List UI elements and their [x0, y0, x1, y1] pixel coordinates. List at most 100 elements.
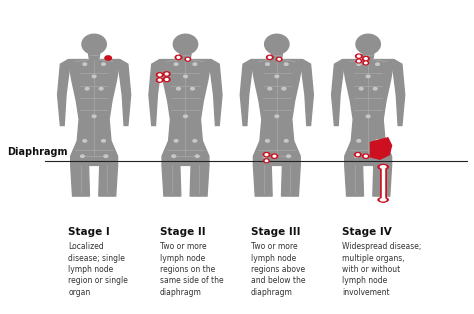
Circle shape: [366, 75, 370, 78]
Ellipse shape: [264, 34, 289, 54]
Circle shape: [357, 55, 360, 57]
Circle shape: [276, 57, 282, 61]
Circle shape: [266, 55, 273, 60]
Circle shape: [365, 155, 367, 157]
Circle shape: [92, 115, 96, 117]
Circle shape: [101, 140, 105, 142]
Circle shape: [278, 58, 280, 60]
Circle shape: [357, 140, 361, 142]
Circle shape: [365, 58, 367, 60]
Circle shape: [374, 88, 377, 90]
Circle shape: [356, 59, 362, 63]
Circle shape: [99, 88, 103, 90]
Circle shape: [378, 155, 382, 157]
Circle shape: [83, 63, 87, 65]
Circle shape: [376, 140, 379, 142]
Polygon shape: [162, 165, 181, 196]
Circle shape: [175, 55, 182, 60]
Circle shape: [275, 115, 279, 117]
Circle shape: [174, 140, 178, 142]
Ellipse shape: [380, 166, 386, 168]
Circle shape: [268, 88, 272, 90]
Text: Widespread disease;
multiple organs,
with or without
lymph node
involvement: Widespread disease; multiple organs, wit…: [342, 242, 422, 297]
Circle shape: [101, 63, 105, 65]
Circle shape: [164, 72, 170, 76]
Polygon shape: [254, 165, 272, 196]
Circle shape: [158, 79, 161, 81]
Circle shape: [183, 75, 187, 78]
Polygon shape: [392, 60, 405, 126]
Circle shape: [284, 63, 288, 65]
Circle shape: [365, 62, 367, 64]
Circle shape: [191, 88, 194, 90]
Circle shape: [105, 56, 111, 60]
Polygon shape: [210, 60, 222, 126]
Circle shape: [177, 88, 180, 90]
Polygon shape: [68, 60, 120, 165]
Circle shape: [363, 154, 369, 158]
Polygon shape: [180, 53, 191, 60]
Circle shape: [363, 57, 369, 61]
Circle shape: [165, 78, 168, 80]
Text: Stage III: Stage III: [251, 227, 301, 237]
Circle shape: [156, 73, 163, 77]
Circle shape: [268, 57, 271, 58]
Polygon shape: [118, 60, 131, 126]
Text: Stage I: Stage I: [68, 227, 110, 237]
Circle shape: [355, 153, 361, 157]
Ellipse shape: [173, 34, 198, 54]
Circle shape: [187, 58, 189, 60]
Circle shape: [273, 155, 276, 157]
Polygon shape: [160, 60, 211, 165]
Circle shape: [357, 63, 361, 65]
Circle shape: [355, 155, 358, 157]
Circle shape: [156, 78, 163, 82]
Circle shape: [104, 155, 108, 157]
Polygon shape: [342, 60, 394, 165]
Circle shape: [265, 154, 268, 155]
Text: Localized
disease; single
lymph node
region or single
organ: Localized disease; single lymph node reg…: [68, 242, 128, 297]
Circle shape: [363, 61, 369, 65]
Circle shape: [81, 155, 84, 157]
Circle shape: [282, 88, 286, 90]
Circle shape: [357, 60, 360, 62]
Polygon shape: [271, 53, 283, 60]
Ellipse shape: [378, 198, 388, 202]
Circle shape: [265, 160, 268, 162]
Circle shape: [158, 74, 161, 76]
Circle shape: [83, 140, 87, 142]
Circle shape: [366, 115, 370, 117]
Circle shape: [275, 75, 279, 78]
Circle shape: [174, 63, 178, 65]
Polygon shape: [282, 165, 300, 196]
Polygon shape: [345, 165, 364, 196]
Circle shape: [376, 63, 379, 65]
Polygon shape: [99, 165, 118, 196]
Circle shape: [287, 155, 291, 157]
Polygon shape: [301, 60, 313, 126]
Ellipse shape: [356, 34, 380, 54]
Circle shape: [264, 159, 269, 163]
Text: Diaphragm: Diaphragm: [8, 147, 68, 157]
Polygon shape: [373, 165, 392, 196]
Polygon shape: [149, 60, 161, 126]
Text: Two or more
lymph node
regions above
and below the
diaphragm: Two or more lymph node regions above and…: [251, 242, 306, 297]
Circle shape: [263, 153, 270, 157]
Circle shape: [177, 57, 180, 58]
Polygon shape: [363, 53, 374, 60]
Text: Stage II: Stage II: [160, 227, 205, 237]
Text: Stage IV: Stage IV: [342, 227, 392, 237]
Circle shape: [92, 75, 96, 78]
Circle shape: [185, 57, 191, 61]
Circle shape: [195, 155, 199, 157]
Circle shape: [265, 63, 269, 65]
Polygon shape: [190, 165, 209, 196]
Circle shape: [265, 140, 269, 142]
Circle shape: [85, 88, 89, 90]
Circle shape: [284, 140, 288, 142]
Polygon shape: [371, 138, 392, 159]
Circle shape: [165, 73, 168, 75]
Polygon shape: [251, 60, 302, 165]
Circle shape: [183, 115, 187, 117]
Circle shape: [263, 155, 267, 157]
